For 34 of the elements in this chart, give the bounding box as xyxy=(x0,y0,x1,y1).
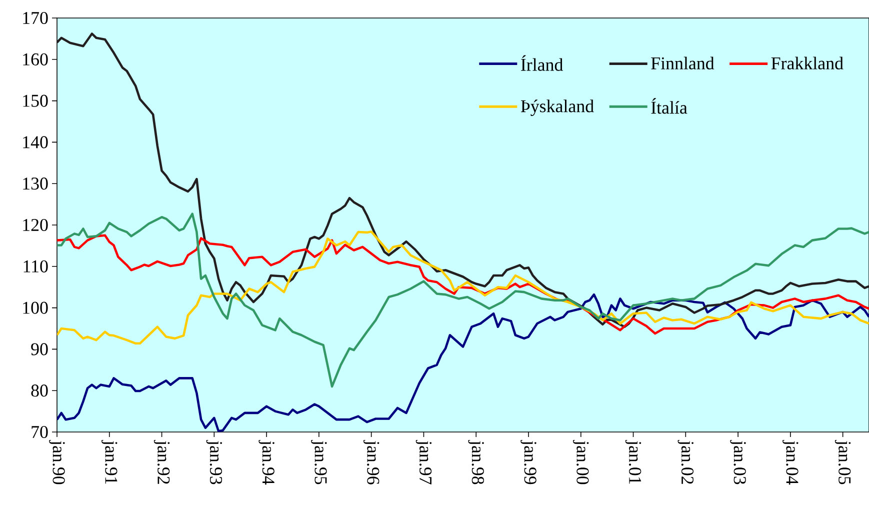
x-tick-label: jan.04 xyxy=(782,440,798,485)
y-tick-label: 70 xyxy=(32,426,48,438)
x-tick-label: jan.95 xyxy=(311,440,327,484)
y-tick-label: 120 xyxy=(23,218,48,232)
x-tick-label: jan.91 xyxy=(102,440,118,484)
legend-label: Finnland xyxy=(651,56,714,70)
x-tick-label: jan.94 xyxy=(258,440,274,485)
y-tick-label: 150 xyxy=(23,94,48,107)
x-tick-label: jan.90 xyxy=(49,440,65,484)
x-tick-label: jan.00 xyxy=(573,440,589,484)
x-tick-label: jan.99 xyxy=(520,440,536,484)
legend-label: Þýskaland xyxy=(521,100,594,116)
x-tick-label: jan.01 xyxy=(625,440,642,484)
y-tick-label: 130 xyxy=(23,178,48,190)
y-tick-label: 140 xyxy=(23,136,48,148)
legend-label: Ítalía xyxy=(651,98,688,114)
legend-label: Frakkland xyxy=(771,56,844,70)
x-tick-label: jan.93 xyxy=(206,440,222,484)
y-tick-label: 110 xyxy=(24,260,48,272)
line-series xyxy=(57,212,869,388)
x-tick-label: jan.96 xyxy=(363,440,380,484)
y-tick-label: 170 xyxy=(23,12,48,24)
y-tick-label: 80 xyxy=(31,384,48,397)
x-tick-label: jan.02 xyxy=(678,440,694,484)
y-tick-label: 100 xyxy=(23,302,48,314)
line-series xyxy=(57,293,869,432)
x-tick-label: jan.92 xyxy=(154,440,170,484)
x-tick-label: jan.03 xyxy=(730,440,746,484)
x-tick-label: jan.97 xyxy=(416,440,432,484)
x-tick-label: jan.05 xyxy=(834,440,851,484)
y-tick-label: 160 xyxy=(23,53,48,66)
x-tick-label: jan.98 xyxy=(468,440,484,484)
legend-label: Írland xyxy=(521,55,563,71)
y-tick-label: 90 xyxy=(31,343,48,356)
